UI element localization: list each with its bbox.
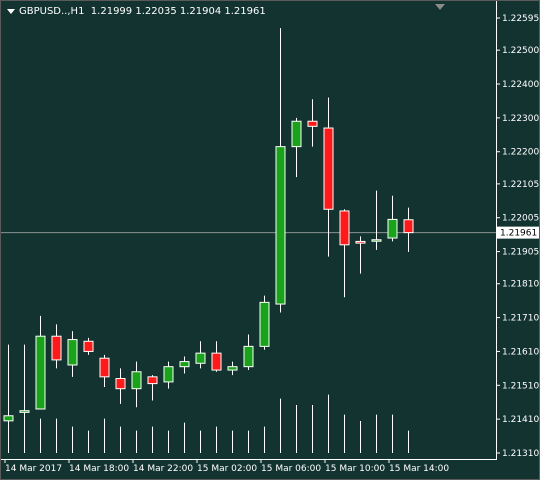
volume-bars: [8, 394, 409, 453]
price-label: 1.22005: [502, 214, 539, 224]
current-price-text: 1.21961: [500, 229, 537, 239]
bear-candle: [211, 352, 222, 371]
bear-candle: [323, 127, 334, 210]
price-label: 1.22300: [502, 114, 539, 124]
price-label: 1.21710: [502, 314, 539, 324]
price-label: 1.21310: [502, 449, 539, 459]
bull-candle: [243, 345, 254, 368]
bear-candle: [307, 120, 318, 127]
bull-candle: [195, 352, 206, 364]
bull-candle: [259, 301, 270, 347]
time-label: 14 Mar 2017: [5, 464, 62, 474]
collapse-arrow-icon[interactable]: [435, 4, 445, 10]
dropdown-arrow-icon[interactable]: [7, 8, 15, 14]
candles: [3, 28, 414, 430]
bull-candle: [163, 366, 174, 383]
bull-candle: [3, 415, 14, 422]
price-scale: 1.22595 1.22500 1.22400 1.22300 1.22200 1.221…: [496, 14, 539, 459]
bull-candle: [131, 371, 142, 390]
bull-candle: [227, 366, 238, 371]
symbol-label: GBPUSD..,H1: [19, 6, 85, 17]
current-price-label: 1.21961: [497, 226, 539, 239]
bull-candle: [35, 335, 46, 410]
time-label: 15 Mar 02:00: [197, 464, 257, 474]
bull-candle: [275, 146, 286, 305]
bear-candle: [355, 240, 366, 244]
bear-candle: [99, 357, 110, 378]
bull-candle: [179, 361, 190, 368]
bull-candle: [371, 239, 382, 242]
price-label: 1.22595: [502, 14, 539, 24]
price-label: 1.22400: [502, 80, 539, 90]
time-label: 15 Mar 06:00: [261, 464, 321, 474]
price-label: 1.22200: [502, 148, 539, 158]
ohlc-values: 1.21999 1.22035 1.21904 1.21961: [90, 6, 266, 17]
bear-candle: [147, 376, 158, 385]
bear-candle: [339, 210, 350, 246]
price-label: 1.21610: [502, 347, 539, 357]
time-label: 14 Mar 22:00: [133, 464, 193, 474]
price-label: 1.21905: [502, 248, 539, 258]
bear-candle: [115, 378, 126, 390]
time-label: 15 Mar 14:00: [389, 464, 449, 474]
price-label: 1.21410: [502, 415, 539, 425]
bull-candle: [291, 120, 302, 148]
price-label: 1.22500: [502, 46, 539, 56]
bear-candle: [83, 340, 94, 352]
bear-candle: [403, 219, 414, 234]
time-label: 15 Mar 10:00: [325, 464, 385, 474]
time-label: 14 Mar 18:00: [69, 464, 129, 474]
time-axis: 14 Mar 2017 14 Mar 18:00 14 Mar 22:00 15 Ma…: [4, 460, 449, 474]
bull-candle: [387, 218, 398, 239]
price-label: 1.21510: [502, 381, 539, 391]
bull-candle: [67, 339, 78, 366]
chart-header[interactable]: GBPUSD..,H1 1.21999 1.22035 1.21904 1.21…: [7, 5, 266, 19]
bull-candle: [19, 410, 30, 413]
bear-candle: [51, 335, 62, 361]
price-label: 1.21810: [502, 280, 539, 290]
price-label: 1.22105: [502, 180, 539, 190]
